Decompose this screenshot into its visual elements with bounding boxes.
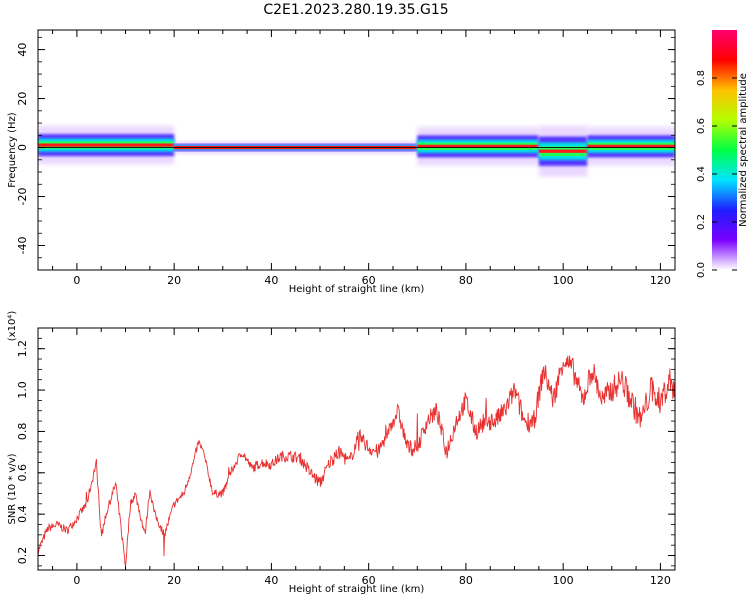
colorbar-tick-label: 0.8 <box>696 70 707 86</box>
snr-plot-area <box>38 355 675 567</box>
colorbar-tick-label: 0.6 <box>696 118 707 134</box>
colorbar-label: Normalized spectral amplitude <box>738 73 749 227</box>
y-axis-scale-label: (x10⁴) <box>7 311 18 342</box>
y-axis-label-bottom: SNR (10 * v/v) <box>7 453 18 524</box>
snr-x-tick-label: 20 <box>167 574 181 587</box>
spectral-band-5 <box>587 127 675 166</box>
colorbar-gradient <box>712 30 737 270</box>
colorbar-tick-label: 0.2 <box>696 214 707 230</box>
snr-x-tick-label: 40 <box>264 574 278 587</box>
snr-y-tick-label: 0.6 <box>16 464 29 482</box>
x-axis-label-top: Height of straight line (km) <box>288 284 425 295</box>
snr-frame <box>37 327 676 571</box>
spectrogram-y-tick-label: -20 <box>16 188 29 206</box>
snr-x-tick-label: 60 <box>362 574 376 587</box>
spectrogram-y-tick-label: 0 <box>16 144 29 151</box>
colorbar-tick-label: 0.4 <box>696 166 707 182</box>
spectrogram-x-tick-label: 40 <box>264 274 278 287</box>
spectral-band-1 <box>38 126 175 165</box>
snr-x-tick-label: 120 <box>650 574 671 587</box>
spectrogram-frame <box>37 29 676 271</box>
spectrogram-x-tick-label: 120 <box>650 274 671 287</box>
spectrogram-panel: 0 20 40 60 80 100 120 -40 -20 0 20 40 Frequency (Hz) <box>7 29 676 287</box>
snr-y-tick-label: 0.4 <box>16 505 29 523</box>
spectrogram-x-tick-label: 80 <box>459 274 473 287</box>
snr-y-tick-label: 1.0 <box>16 381 29 399</box>
figure-title: C2E1.2023.280.19.35.G15 <box>263 2 449 18</box>
snr-panel: 0 20 40 60 80 100 120 0.2 0.4 0.6 0.8 1.0 1.2 SNR (10… <box>7 311 676 587</box>
spectrogram-y-tick-label: 20 <box>16 92 29 106</box>
spectrogram-x-tick-label: 100 <box>553 274 574 287</box>
colorbar-tick-label: 0.0 <box>696 262 707 278</box>
spectrogram-x-tick-label: 20 <box>167 274 181 287</box>
spectrogram-y-tick-label: -40 <box>16 237 29 255</box>
spectrogram-x-tick-label: 60 <box>362 274 376 287</box>
spectrogram-y-tick-label: 40 <box>16 43 29 57</box>
spectral-band-3 <box>417 127 539 166</box>
spectrogram-x-tick-label: 0 <box>73 274 80 287</box>
spectrogram-area <box>38 125 675 177</box>
spectral-band-4 <box>538 125 588 177</box>
snr-y-tick-label: 0.8 <box>16 423 29 441</box>
snr-y-tick-label: 0.2 <box>16 547 29 565</box>
snr-x-tick-label: 0 <box>73 574 80 587</box>
x-axis-label-bottom: Height of straight line (km) <box>288 584 425 595</box>
snr-y-tick-label: 1.2 <box>16 340 29 358</box>
snr-series-line <box>38 355 675 567</box>
colorbar: 0.0 0.2 0.4 0.6 0.8 Normalized spectral ampli… <box>696 30 749 278</box>
snr-x-tick-label: 100 <box>553 574 574 587</box>
y-axis-label-top: Frequency (Hz) <box>7 112 18 188</box>
snr-x-tick-label: 80 <box>459 574 473 587</box>
